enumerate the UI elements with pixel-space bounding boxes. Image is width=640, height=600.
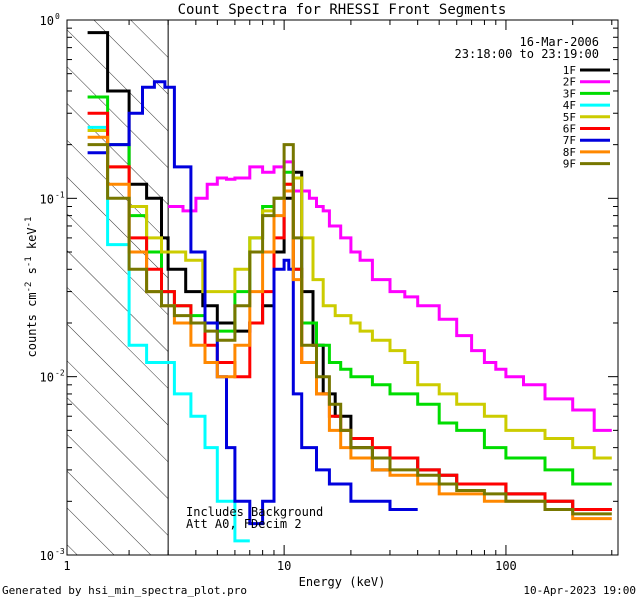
x-axis-label: Energy (keV)	[299, 575, 386, 589]
y-tick-label: 10	[40, 14, 54, 28]
x-tick-label: 1	[63, 559, 70, 573]
series-line-5f	[87, 129, 612, 460]
legend-label-4f: 4F	[563, 99, 576, 112]
legend-label-9f: 9F	[563, 158, 576, 171]
legend-label-2f: 2F	[563, 76, 576, 89]
x-tick-label: 100	[495, 559, 517, 573]
chart-title: Count Spectra for RHESSI Front Segments	[178, 2, 507, 18]
y-tick-exponent: -1	[55, 190, 65, 199]
annotation-attenuator: Att A0, FDecim 2	[186, 517, 302, 531]
y-tick-label: 10	[40, 371, 54, 385]
legend-label-6f: 6F	[563, 123, 576, 136]
legend-label-5f: 5F	[563, 111, 576, 124]
y-tick-exponent: -2	[55, 369, 65, 378]
time-range-label: 23:18:00 to 23:19:00	[455, 47, 600, 61]
x-tick-label: 10	[277, 559, 291, 573]
y-tick-exponent: -3	[55, 547, 65, 556]
y-axis-label: counts cm-2 s-1 keV-1	[24, 217, 39, 358]
series-line-2f	[168, 160, 612, 432]
legend-label-7f: 7F	[563, 134, 576, 147]
legend-label-8f: 8F	[563, 146, 576, 159]
legend-label-1f: 1F	[563, 64, 576, 77]
series-line-9f	[87, 143, 612, 516]
generated-by-label: Generated by hsi_min_spectra_plot.pro	[2, 584, 248, 597]
timestamp-label: 10-Apr-2023 19:00	[523, 584, 636, 597]
series-layer	[87, 31, 612, 543]
attenuator-shaded-region	[67, 20, 169, 555]
date-label: 16-Mar-2006	[520, 35, 599, 49]
y-tick-exponent: 0	[55, 12, 60, 21]
annotation-background: Includes Background	[186, 505, 323, 519]
y-tick-label: 10	[40, 549, 54, 563]
legend-label-3f: 3F	[563, 87, 576, 100]
y-tick-label: 10	[40, 192, 54, 206]
plot-frame	[66, 19, 619, 556]
series-line-7f	[87, 80, 418, 526]
